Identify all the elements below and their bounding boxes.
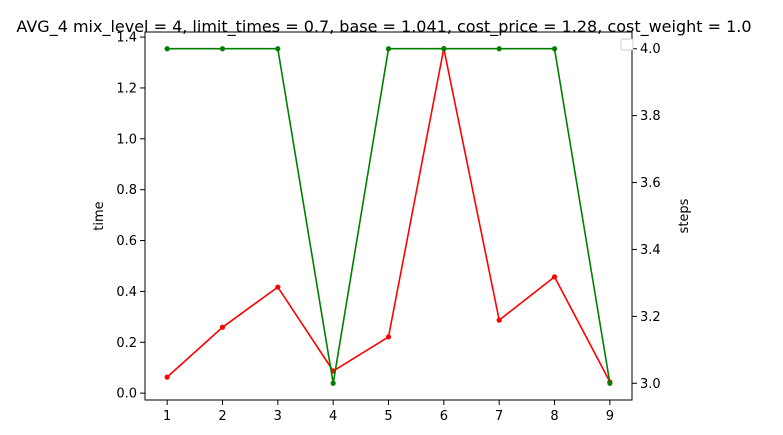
legend-box	[620, 38, 634, 51]
x-tick-label: 6	[440, 409, 448, 424]
y2-tick-label: 3.4	[640, 243, 661, 258]
x-tick-label: 5	[384, 409, 392, 424]
y2-tick-label: 3.0	[640, 377, 661, 392]
series-2-point	[607, 380, 613, 386]
y2-tick-label: 3.2	[640, 310, 661, 325]
series-1-point	[219, 324, 226, 330]
y-tick-label: 1.4	[116, 31, 137, 46]
x-tick-label: 9	[606, 409, 614, 424]
y-tick-label: 0.2	[116, 336, 137, 351]
y-tick-label: 1.0	[116, 132, 137, 147]
plot-frame	[144, 31, 633, 401]
series-1-point	[551, 274, 558, 280]
x-tick-label: 3	[274, 409, 282, 424]
series-2-point	[330, 380, 336, 386]
series-2-point	[385, 46, 392, 52]
x-tick-label: 1	[163, 409, 171, 424]
series-2-point	[441, 46, 447, 52]
y-tick-label: 0.0	[116, 387, 137, 402]
x-tick-label: 8	[550, 409, 558, 424]
series-1-point	[164, 374, 170, 380]
x-tick-label: 7	[495, 409, 503, 424]
series-1-point	[275, 284, 281, 290]
y-tick-label: 0.6	[116, 234, 137, 249]
y2-tick-label: 3.6	[640, 176, 661, 191]
y-tick-label: 1.2	[116, 81, 137, 96]
y-tick-label: 0.4	[116, 285, 137, 300]
series-2-point	[275, 46, 281, 52]
x-tick-label: 2	[218, 409, 226, 424]
y-tick-label: 0.8	[116, 183, 137, 198]
y-axis-label: time	[92, 201, 107, 230]
x-tick-label: 4	[329, 409, 337, 424]
series-1-point	[385, 334, 392, 340]
series-2-point	[496, 46, 502, 52]
series-2-point	[219, 46, 226, 52]
y2-tick-label: 4.0	[640, 42, 661, 57]
series-2-point	[551, 46, 558, 52]
series-line-1	[166, 48, 611, 383]
series-2-point	[164, 46, 170, 52]
y2-tick-label: 3.8	[640, 109, 661, 124]
y2-axis-label: steps	[677, 198, 692, 233]
series-1-point	[496, 317, 502, 323]
